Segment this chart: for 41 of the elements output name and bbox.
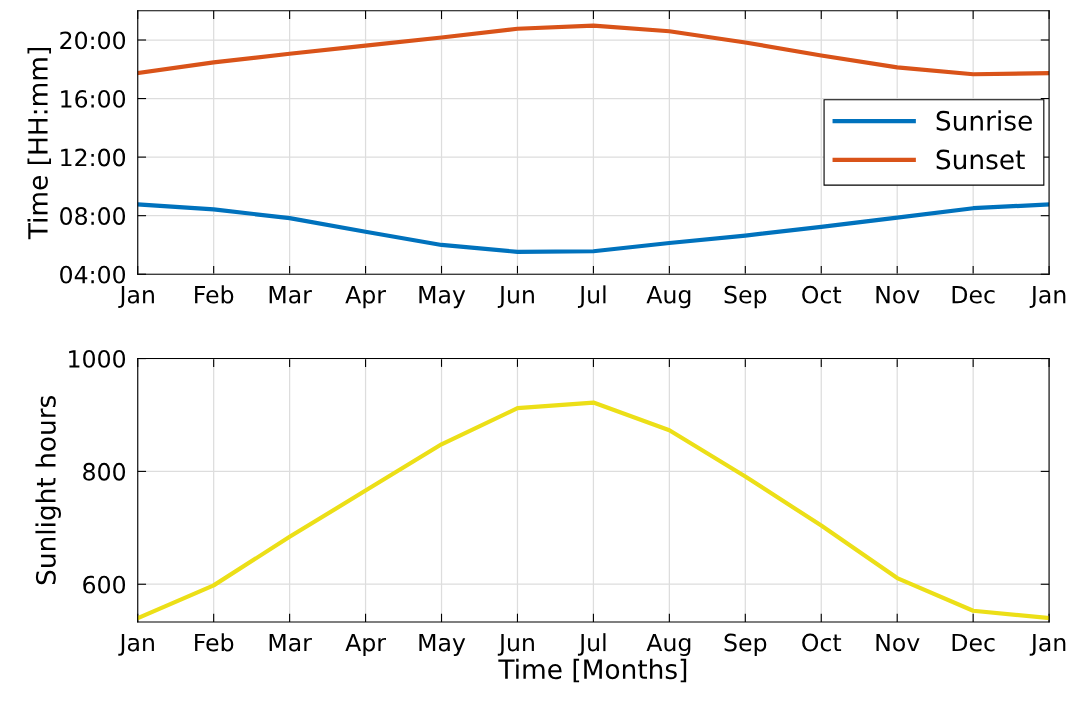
y-tick-label: 600	[83, 575, 126, 594]
x-tick-label: Dec	[952, 633, 995, 652]
x-tick-label: Apr	[345, 286, 386, 309]
x-tick-label: Jun	[497, 286, 534, 308]
x-tick-label: Aug	[646, 633, 691, 657]
y-tick-label: 08:00	[60, 207, 126, 225]
x-tick-label: Jul	[577, 633, 606, 656]
legend-label: Sunrise	[936, 110, 1032, 131]
x-tick-label: Jan	[1029, 633, 1066, 656]
x-tick-label: Dec	[952, 286, 995, 304]
x-tick-label: Nov	[876, 633, 920, 652]
x-tick-label: Mar	[269, 286, 312, 304]
line-series	[137, 23, 1050, 77]
x-tick-label: Aug	[646, 286, 691, 309]
y-tick-label: 800	[83, 462, 126, 481]
y-axis-title: Time [HH:mm]	[27, 47, 52, 240]
x-tick-label: Jun	[497, 633, 534, 656]
x-tick-label: Jul	[577, 285, 606, 308]
x-tick-label: Sep	[724, 285, 767, 309]
y-axis-title: Sunlight hours	[35, 395, 61, 585]
x-tick-label: Nov	[876, 286, 920, 304]
x-tick-label: May	[419, 633, 466, 657]
x-tick-label: Feb	[195, 285, 234, 304]
x-tick-label: Mar	[269, 633, 312, 652]
x-tick-label: Jan	[118, 633, 154, 656]
legend-label: Sunset	[936, 149, 1025, 170]
y-tick-label: 16:00	[61, 90, 126, 108]
x-tick-label: Oct	[802, 633, 842, 652]
x-tick-label: May	[419, 286, 466, 309]
x-tick-label: Sep	[724, 633, 767, 657]
y-tick-label: 04:00	[60, 265, 126, 284]
x-axis-title: Time [Months]	[498, 658, 687, 683]
x-tick-label: Jan	[1029, 286, 1066, 308]
y-tick-label: 20:00	[60, 31, 126, 50]
x-tick-label: Oct	[802, 285, 842, 304]
y-tick-label: 12:00	[61, 148, 126, 167]
x-tick-label: Feb	[195, 633, 234, 652]
x-tick-label: Jan	[118, 286, 154, 308]
x-tick-label: Apr	[345, 633, 386, 657]
y-tick-label: 1000	[69, 349, 126, 368]
line-series	[137, 202, 1050, 254]
